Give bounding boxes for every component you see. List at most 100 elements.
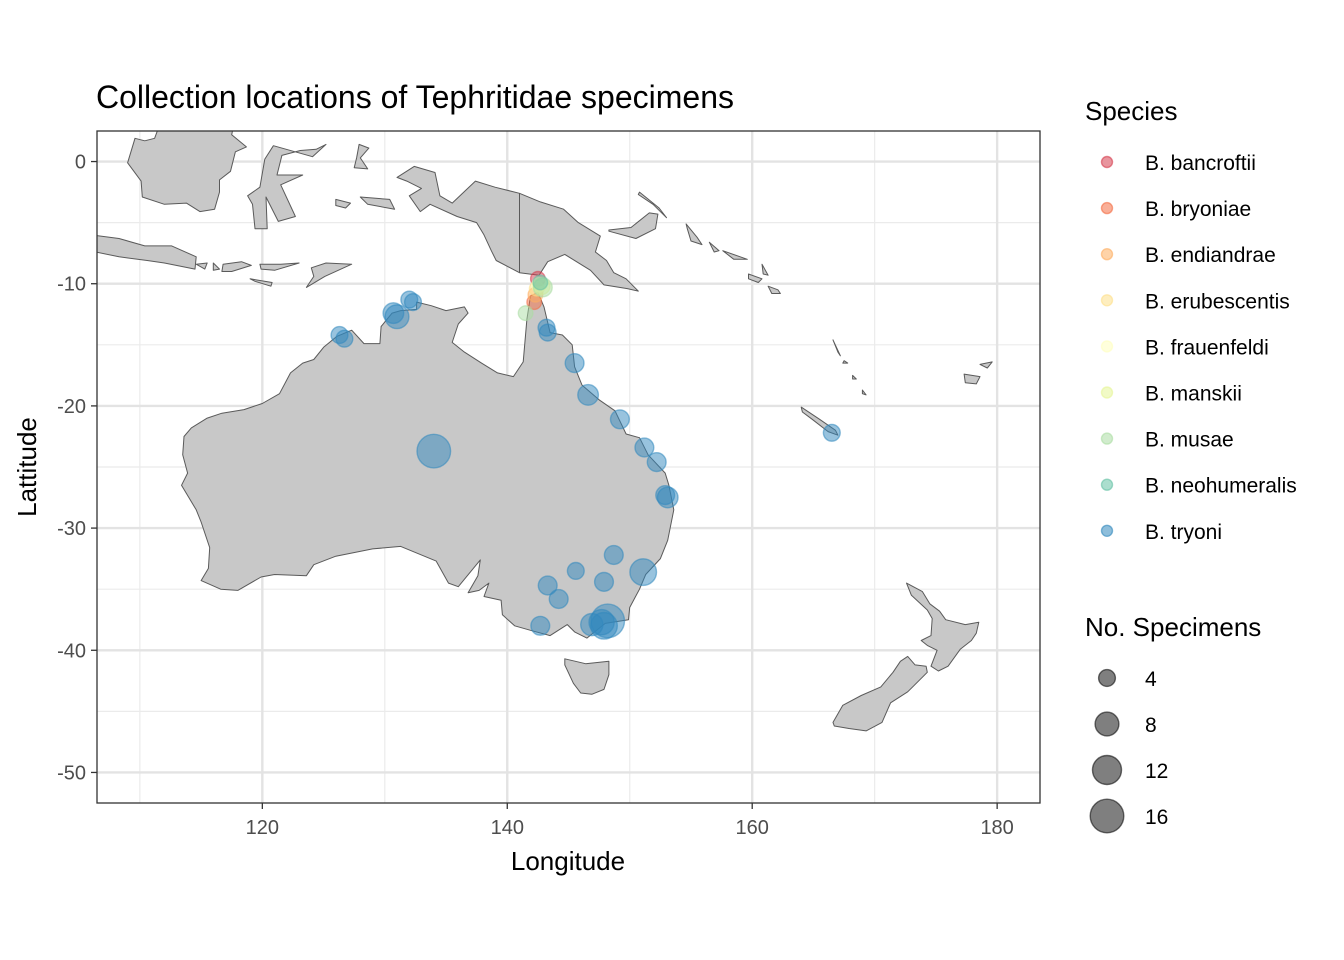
landmass — [97, 235, 197, 270]
landmass — [396, 165, 639, 292]
species-legend-key — [1100, 201, 1114, 215]
landmass — [906, 582, 980, 672]
landmass — [127, 131, 247, 213]
species-legend-key — [1100, 247, 1114, 261]
landmass — [637, 191, 667, 219]
landmass — [36, 174, 94, 234]
landmass — [564, 658, 610, 695]
landmass — [305, 262, 353, 288]
species-legend-label: B. frauenfeldi — [1145, 336, 1269, 359]
specimen-point — [537, 575, 558, 596]
landmass — [767, 285, 781, 294]
specimen-point — [384, 304, 410, 330]
y-tick-label: -30 — [57, 518, 86, 540]
landmass — [722, 250, 748, 260]
specimen-point — [532, 274, 549, 291]
size-legend-label: 8 — [1145, 714, 1157, 737]
chart-title: Collection locations of Tephritidae spec… — [96, 79, 734, 115]
landmass — [861, 389, 867, 396]
size-legend-label: 12 — [1145, 760, 1168, 783]
species-legend-label: B. manskii — [1145, 383, 1242, 406]
specimen-point — [416, 433, 452, 469]
specimen-point — [629, 558, 658, 587]
landmass — [852, 374, 857, 380]
landmass — [979, 361, 993, 369]
specimen-point — [634, 437, 655, 458]
species-legend-key — [1100, 386, 1114, 399]
size-legend-title: No. Specimens — [1085, 612, 1261, 642]
landmass — [608, 212, 659, 239]
species-legend-key — [1100, 478, 1114, 491]
size-legend-key — [1094, 711, 1120, 737]
landmass — [249, 278, 273, 287]
species-legend-key — [1100, 524, 1114, 537]
specimen-point — [530, 615, 551, 636]
specimen-point — [566, 561, 585, 580]
specimen-point — [656, 486, 679, 509]
landmass — [195, 262, 208, 270]
landmass — [708, 241, 720, 253]
species-legend-key — [1100, 340, 1114, 353]
size-legend-key — [1091, 754, 1123, 786]
landmass — [359, 196, 396, 210]
species-legend-title: Species — [1085, 96, 1178, 126]
landmass — [842, 360, 849, 364]
species-legend-label: B. erubescentis — [1145, 290, 1290, 313]
landmass — [353, 143, 370, 170]
x-tick-label: 160 — [736, 817, 769, 839]
size-legend-key — [1089, 798, 1125, 834]
landmass — [259, 262, 300, 271]
landmass — [963, 373, 981, 385]
specimen-point — [593, 571, 615, 592]
landmass — [247, 143, 327, 230]
specimen-point — [577, 383, 600, 406]
landmass — [761, 263, 769, 276]
species-legend-key — [1100, 155, 1114, 169]
panel-border — [96, 130, 1041, 804]
x-axis-label: Longitude — [511, 846, 625, 876]
specimen-point — [646, 452, 667, 473]
y-axis-label: Lattitude — [12, 417, 42, 517]
specimen-point — [548, 588, 569, 610]
species-legend-label: B. musae — [1145, 429, 1234, 452]
specimen-point — [564, 353, 585, 374]
size-legend-label: 4 — [1145, 668, 1157, 691]
specimen-point — [603, 544, 624, 566]
specimen-point — [538, 323, 557, 342]
y-tick-label: -40 — [57, 640, 86, 662]
landmass — [685, 223, 703, 246]
specimen-point — [517, 305, 534, 322]
species-legend: Species B. bancroftii B. bryoniae B. endia… — [1085, 96, 1297, 544]
size-legend-label: 16 — [1145, 806, 1168, 829]
x-tick-label: 140 — [491, 817, 524, 839]
landmass — [832, 339, 841, 357]
species-legend-label: B. endiandrae — [1145, 244, 1276, 267]
y-axis: 0 -10 -20 -30 -40 -50 — [57, 152, 97, 784]
species-legend-label: B. tryoni — [1145, 521, 1222, 544]
specimen-point — [822, 423, 841, 442]
x-axis: 120 140 160 180 — [246, 803, 1014, 839]
specimen-point — [609, 409, 630, 430]
size-legend: No. Specimens 4 8 12 16 — [1085, 612, 1261, 834]
species-legend-key — [1100, 294, 1114, 307]
plot-panel — [36, 130, 1041, 804]
y-tick-label: -50 — [57, 762, 86, 784]
y-tick-label: -10 — [57, 274, 86, 296]
specimen-point — [335, 329, 354, 348]
specimen-points — [330, 270, 841, 640]
specimen-point — [403, 293, 423, 312]
specimen-point — [590, 611, 619, 640]
species-legend-label: B. bryoniae — [1145, 198, 1251, 221]
species-legend-label: B. bancroftii — [1145, 152, 1256, 175]
landmass — [221, 261, 252, 272]
landmass — [748, 273, 763, 283]
x-tick-label: 120 — [246, 817, 279, 839]
landmass — [832, 655, 928, 732]
landmass — [335, 198, 351, 209]
size-legend-key — [1097, 668, 1117, 688]
y-tick-label: 0 — [75, 152, 86, 174]
x-tick-label: 180 — [980, 817, 1013, 839]
species-legend-label: B. neohumeralis — [1145, 475, 1297, 498]
landmass — [212, 262, 220, 271]
